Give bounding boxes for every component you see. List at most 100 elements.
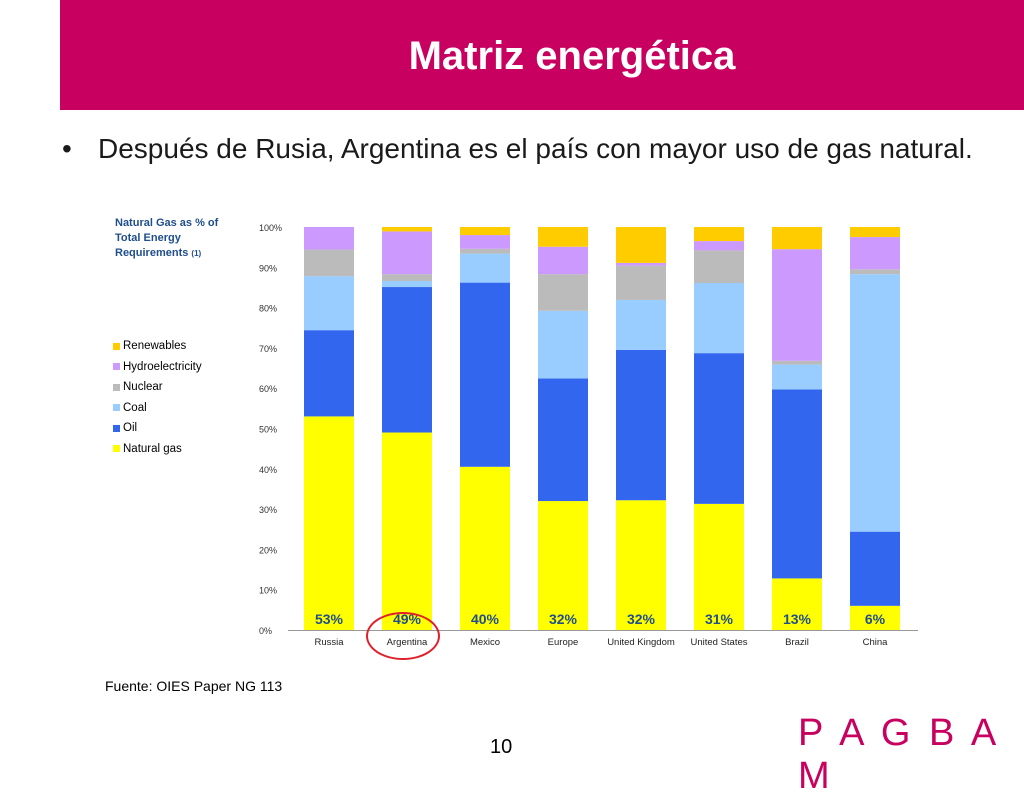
bar-segment-oil [304,330,354,417]
bar-segment-renewables [538,227,588,247]
legend-item: Oil [113,418,243,439]
page-number: 10 [490,736,513,758]
bar-segment-nuclear [382,274,432,282]
bar-segment-natural-gas [538,501,588,630]
legend-label: Coal [123,401,147,414]
x-tick-label: China [863,637,889,648]
bar-segment-hydroelectricity [850,237,900,270]
bar-segment-natural-gas [616,500,666,630]
bar-segment-oil [850,531,900,606]
legend-swatch [113,363,120,371]
legend-swatch [113,445,120,453]
y-tick-label: 70% [259,344,277,354]
bar-segment-oil [538,378,588,502]
bar-segment-hydroelectricity [538,246,588,275]
x-tick-label: United Kingdom [607,637,675,648]
bar-segment-coal [850,274,900,532]
bar-segment-hydroelectricity [616,262,666,266]
bar-segment-natural-gas [304,416,354,630]
x-tick-label: United States [690,637,747,648]
bullet-icon: • [62,133,72,164]
bar-segment-natural-gas [460,466,510,630]
bar-segment-nuclear [772,360,822,365]
legend-item: Natural gas [113,439,243,460]
data-label: 13% [783,611,812,627]
legend-label: Hydroelectricity [123,360,202,373]
bar-segment-coal [460,253,510,283]
source-note: Fuente: OIES Paper NG 113 [105,678,283,694]
y-tick-label: 60% [259,384,277,394]
chart-legend: Renewables Hydroelectricity Nuclear Coal Oil… [113,336,243,459]
y-tick-label: 50% [259,425,277,435]
title-band: Matriz energética [60,0,1024,110]
y-tick-label: 100% [259,223,282,233]
y-tick-label: 30% [259,505,277,515]
legend-label: Renewables [123,340,187,353]
legend-swatch [113,342,120,350]
argentina-highlight-circle [366,612,440,660]
bar-segment-nuclear [460,248,510,254]
bar-segment-natural-gas [382,432,432,630]
y-tick-label: 40% [259,465,277,475]
x-tick-label: Europe [548,637,579,648]
y-tick-label: 10% [259,586,277,596]
legend-item: Renewables [113,336,243,357]
chart-title-note: (1) [191,249,202,258]
bar-segment-oil [460,282,510,467]
bar-segment-hydroelectricity [304,227,354,250]
y-tick-label: 20% [259,545,277,555]
bar-segment-oil [382,287,432,433]
legend-label: Oil [123,422,138,435]
legend-item: Hydroelectricity [113,357,243,378]
x-tick-label: Brazil [785,637,809,648]
bar-segment-natural-gas [850,605,900,630]
bar-segment-hydroelectricity [772,249,822,361]
bar-segment-hydroelectricity [382,231,432,275]
bullet-text: Después de Rusia, Argentina es el país c… [98,133,973,164]
bar-segment-coal [616,299,666,350]
bar-segment-renewables [382,227,432,232]
legend-label: Natural gas [123,442,182,455]
bar-segment-coal [538,310,588,379]
legend-label: Nuclear [123,381,163,394]
chart-title-text: Natural Gas as % of Total Energy Require… [115,217,219,259]
bar-segment-hydroelectricity [694,241,744,251]
bar-segment-nuclear [304,249,354,277]
bar-segment-oil [616,349,666,501]
slide-title: Matriz energética [408,34,736,78]
bar-segment-nuclear [616,265,666,300]
bar-segment-renewables [616,227,666,263]
legend-item: Coal [113,398,243,419]
bar-segment-coal [382,281,432,288]
x-tick-label: Mexico [470,637,500,648]
bar-segment-natural-gas [694,503,744,630]
data-label: 40% [471,611,500,627]
legend-swatch [113,404,120,412]
legend-swatch [113,383,120,391]
bar-segment-oil [694,353,744,504]
chart-title: Natural Gas as % of Total Energy Require… [115,216,245,261]
bar-segment-nuclear [538,274,588,311]
pagbam-logo: P A G B A M [798,712,999,797]
bar-segment-renewables [460,227,510,236]
bar-segment-coal [304,276,354,331]
bar-segment-coal [694,283,744,354]
x-tick-label: Russia [314,637,344,648]
y-tick-label: 90% [259,263,277,273]
bar-segment-renewables [694,227,744,242]
legend-swatch [113,424,120,432]
legend-item: Nuclear [113,377,243,398]
stacked-bar-chart: 0% 10% 20% 30% 40% 50% 60% 70% 80% 90% 100% 53% Russ… [259,223,918,648]
bar-segment-hydroelectricity [460,235,510,249]
data-label: 53% [315,611,344,627]
bar-segment-renewables [850,227,900,238]
data-label: 32% [549,611,578,627]
y-tick-label: 0% [259,626,272,636]
data-label: 32% [627,611,656,627]
bar-segment-renewables [772,227,822,250]
bar-segment-natural-gas [772,578,822,630]
data-label: 6% [865,611,886,627]
data-label: 31% [705,611,734,627]
bar-segment-coal [772,364,822,390]
bar-segment-nuclear [850,269,900,275]
